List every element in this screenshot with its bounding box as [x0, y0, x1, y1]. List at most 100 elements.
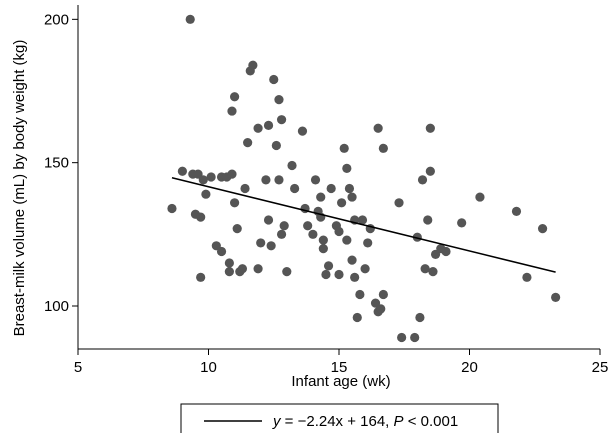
data-point	[276, 115, 287, 125]
data-point	[423, 215, 433, 225]
data-point	[326, 183, 336, 194]
data-point	[263, 120, 274, 130]
data-point	[378, 143, 388, 153]
data-point	[227, 106, 237, 116]
data-point	[360, 264, 370, 274]
data-point	[475, 192, 485, 202]
data-point	[276, 229, 287, 239]
data-point	[198, 175, 208, 185]
data-point	[334, 269, 344, 280]
data-point	[230, 198, 240, 208]
data-point	[274, 175, 284, 185]
data-point	[196, 212, 206, 222]
data-point	[334, 226, 344, 237]
legend-box	[180, 403, 499, 433]
data-point	[350, 272, 360, 282]
data-point	[256, 238, 266, 248]
data-point	[428, 267, 438, 277]
legend: y = −2.24x + 164, P < 0.001	[180, 403, 499, 433]
data-point	[321, 269, 331, 280]
data-point	[347, 192, 357, 202]
data-point	[551, 292, 561, 302]
data-point	[253, 123, 263, 133]
data-point	[522, 272, 532, 282]
data-point	[177, 166, 187, 176]
data-point	[206, 172, 216, 182]
data-point	[237, 264, 248, 274]
data-point	[308, 229, 318, 239]
x-axis: 5 10 15 20 25	[74, 348, 609, 376]
data-point	[167, 203, 177, 214]
data-point	[323, 261, 334, 271]
y-tick-label: 200	[44, 11, 69, 28]
data-point	[420, 264, 430, 274]
data-point	[337, 198, 347, 208]
data-point	[441, 246, 451, 257]
x-tick-label: 10	[200, 359, 217, 376]
y-axis: 100 150 200	[44, 5, 79, 349]
data-point	[373, 123, 383, 133]
data-point	[196, 272, 206, 282]
data-point	[253, 264, 263, 274]
data-point	[227, 169, 237, 179]
data-point	[339, 143, 349, 153]
fit-line	[171, 177, 556, 273]
data-point	[352, 312, 362, 323]
data-point	[412, 232, 422, 242]
data-point	[224, 267, 234, 277]
data-point	[342, 163, 352, 173]
data-point	[201, 189, 211, 199]
data-point	[537, 224, 548, 234]
data-point	[230, 92, 240, 102]
data-point	[318, 244, 328, 254]
data-point	[344, 183, 355, 194]
data-point	[318, 235, 328, 245]
data-point	[271, 140, 281, 151]
data-point	[457, 218, 467, 228]
data-point	[185, 14, 195, 24]
data-point	[240, 183, 250, 194]
data-point	[287, 160, 297, 171]
data-point	[410, 332, 420, 343]
data-point	[261, 175, 271, 185]
data-point	[263, 215, 274, 225]
x-tick-label: 5	[74, 359, 82, 376]
data-point	[397, 332, 407, 343]
data-point	[425, 166, 435, 176]
data-point	[243, 138, 253, 148]
data-point	[224, 258, 234, 268]
data-point	[266, 241, 276, 251]
data-point	[216, 246, 227, 257]
x-tick-label: 25	[592, 359, 609, 376]
data-point	[376, 304, 386, 314]
data-point	[248, 60, 258, 70]
data-point	[297, 126, 308, 136]
x-tick-label: 20	[461, 359, 478, 376]
data-point	[425, 123, 435, 133]
data-point	[511, 206, 522, 216]
y-axis-title: Breast-milk volume (mL) by body weight (…	[11, 40, 28, 337]
x-axis-title: Infant age (wk)	[291, 373, 390, 390]
data-point	[269, 74, 279, 85]
data-point	[303, 221, 313, 231]
data-point	[290, 183, 300, 194]
data-point	[316, 192, 326, 202]
y-tick-label: 150	[44, 155, 69, 172]
fit-line-group	[171, 177, 556, 273]
data-point	[310, 175, 321, 185]
data-point	[357, 215, 368, 225]
data-point	[342, 235, 352, 245]
data-points	[167, 14, 561, 343]
data-point	[415, 312, 425, 323]
data-point	[274, 95, 284, 105]
y-tick-label: 100	[44, 298, 69, 315]
data-point	[394, 198, 404, 208]
data-point	[347, 255, 357, 265]
data-point	[378, 289, 388, 300]
legend-label: y = −2.24x + 164, P < 0.001	[272, 413, 458, 430]
data-point	[232, 224, 242, 234]
data-point	[279, 221, 289, 231]
data-point	[282, 267, 292, 277]
x-tick-label: 15	[331, 359, 348, 376]
